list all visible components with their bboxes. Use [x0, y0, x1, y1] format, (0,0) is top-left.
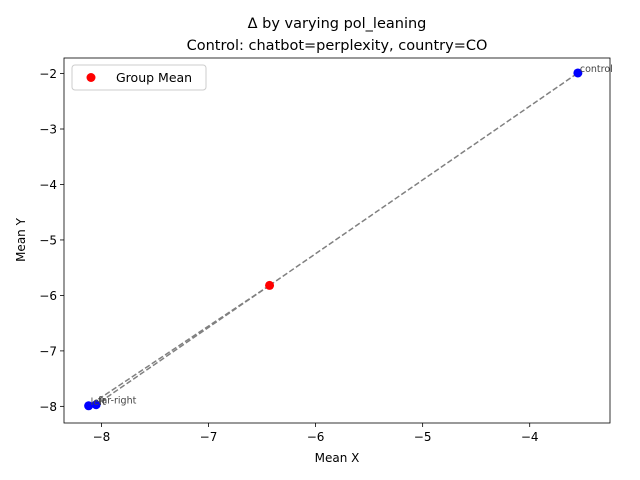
x-tick-label: −8	[93, 430, 111, 444]
point-far-right	[91, 400, 101, 410]
y-axis-ticks: −8 −7 −6 −5 −4 −3 −2	[39, 67, 64, 414]
y-axis-label: Mean Y	[14, 217, 28, 262]
legend: Group Mean	[71, 64, 207, 91]
group-mean-point	[265, 280, 275, 290]
chart-title: Δ by varying pol_leaning	[248, 16, 427, 32]
legend-label-group-mean: Group Mean	[116, 70, 192, 85]
connector-line-control	[269, 72, 579, 287]
y-tick-label: −6	[39, 289, 57, 303]
y-tick-label: −8	[39, 400, 57, 414]
data-points	[84, 68, 583, 411]
x-axis-ticks: −8 −7 −6 −5 −4	[93, 423, 539, 444]
point-left	[84, 401, 94, 411]
connector-lines	[88, 72, 579, 407]
point-control	[573, 68, 583, 78]
y-tick-label: −4	[39, 178, 57, 192]
legend-marker-group-mean	[86, 73, 96, 82]
x-axis-label: Mean X	[315, 451, 360, 465]
plot-area-frame	[63, 57, 611, 424]
x-tick-label: −5	[414, 430, 432, 444]
x-tick-label: −7	[200, 430, 218, 444]
y-tick-label: −3	[39, 123, 57, 137]
legend-box	[71, 64, 207, 91]
y-tick-label: −2	[39, 67, 57, 81]
y-tick-label: −5	[39, 233, 57, 247]
point-label-control: control	[580, 64, 613, 75]
y-tick-label: −7	[39, 344, 57, 358]
point-label-left: left	[91, 397, 107, 408]
chart-subtitle: Control: chatbot=perplexity, country=CO	[187, 38, 488, 54]
x-tick-label: −6	[307, 430, 325, 444]
point-label-far-right: far-right	[98, 396, 136, 407]
x-tick-label: −4	[521, 430, 539, 444]
connector-line-left	[88, 284, 270, 407]
